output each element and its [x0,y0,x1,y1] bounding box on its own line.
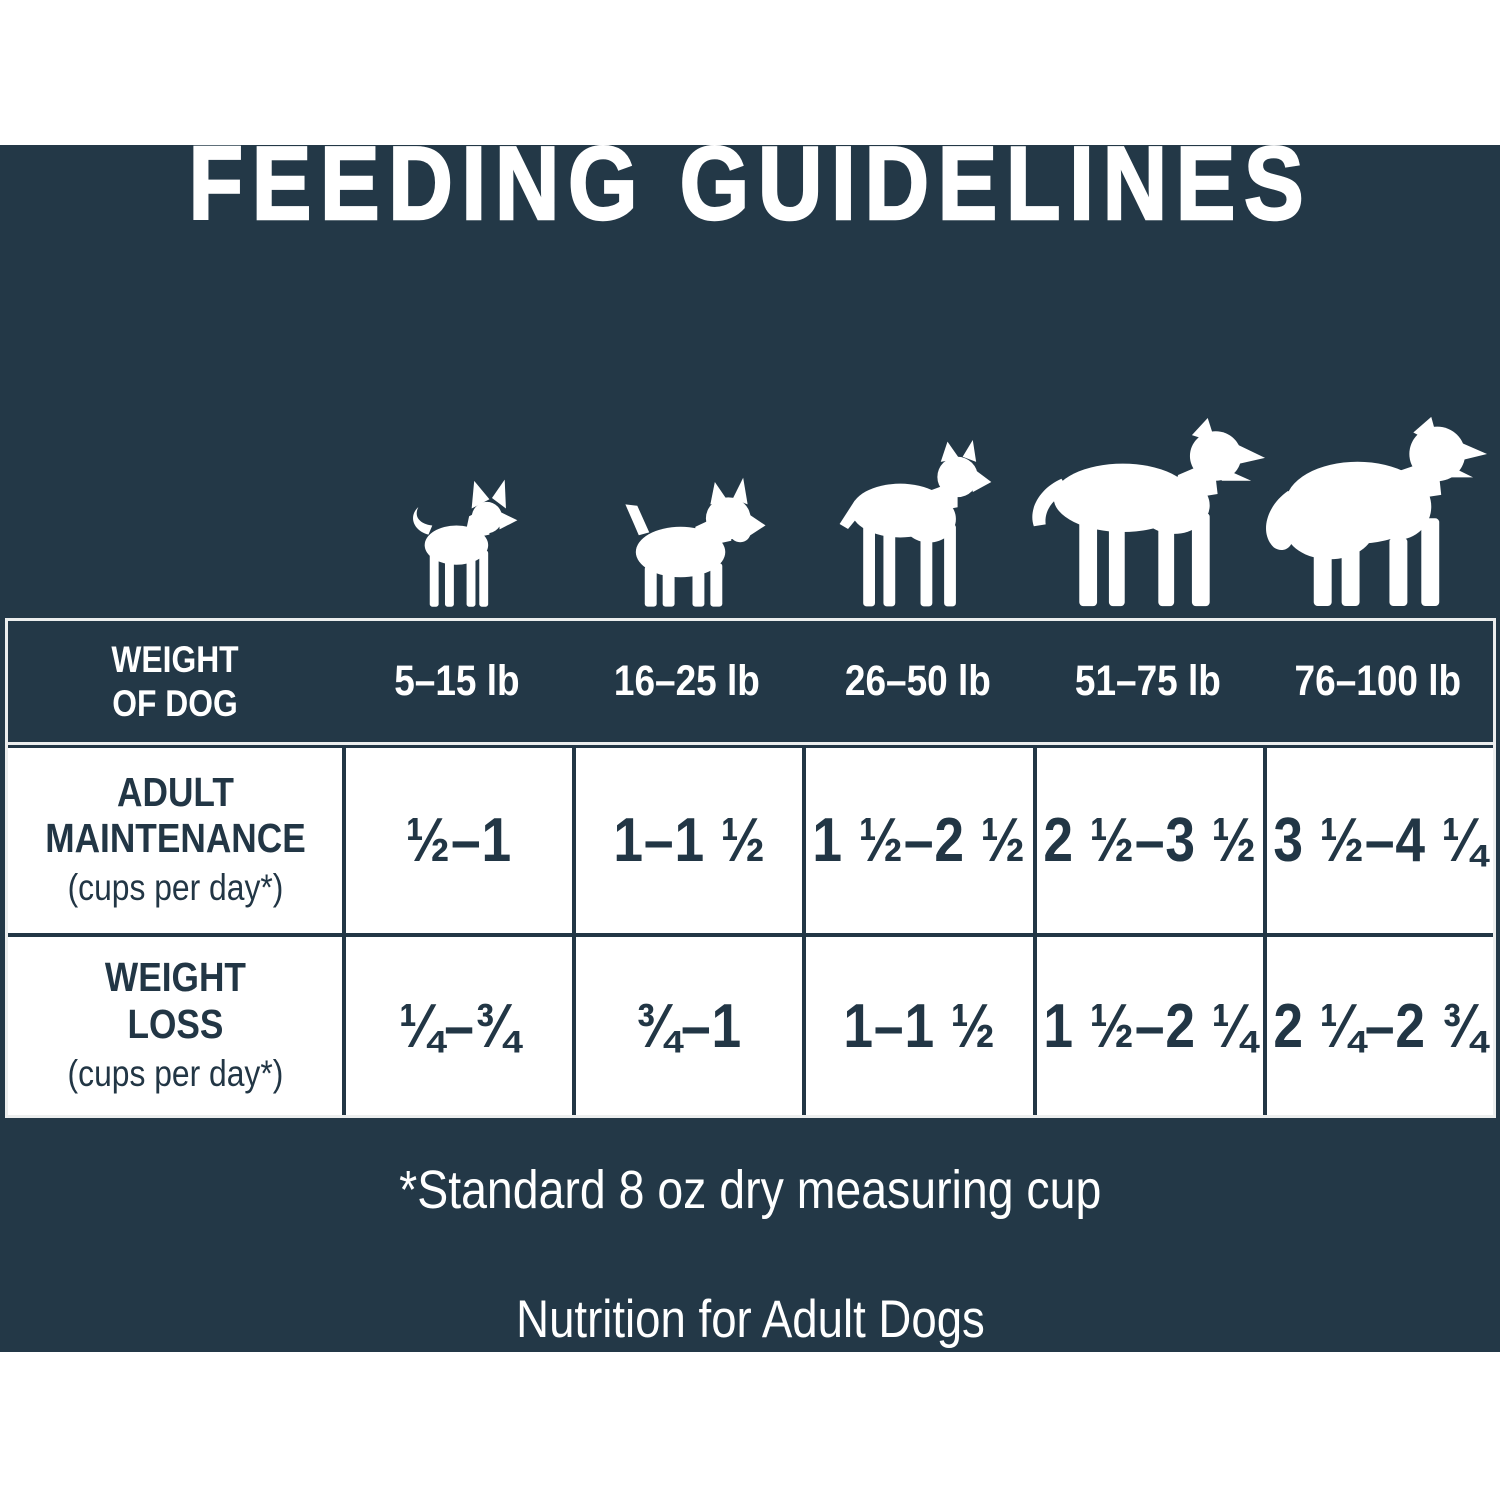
chihuahua-icon [398,477,525,608]
page-title: FEEDING GUIDELINES [0,125,1500,244]
footnote-text: *Standard 8 oz dry measuring cup [398,1160,1102,1220]
column-header-5-15lb: 5–15 lb [342,621,572,742]
table-cell: 1 ½–2 ½ [802,748,1032,933]
cell-value: 3 ½–4 ¼ [1273,806,1487,875]
bottom-caption: Nutrition for Adult Dogs [0,1289,1500,1349]
table-cell: 1–1 ½ [572,748,802,933]
header-weight-line2: OF DOG [112,682,238,724]
column-header-76-100lb: 76–100 lb [1263,621,1493,742]
rottweiler-icon [1020,418,1267,608]
row-label-line: MAINTENANCE [44,815,306,862]
adult-maintenance-row: ADULT MAINTENANCE (cups per day*) ½–1 1–… [8,745,1493,933]
weight-loss-row: WEIGHT LOSS (cups per day*) ¼–¾ ¾–1 1–1 … [8,933,1493,1115]
caption-text: Nutrition for Adult Dogs [515,1289,985,1349]
cell-value: ½–1 [405,806,513,875]
cell-value: 1–1 ½ [843,991,996,1061]
adult-maintenance-row-label: ADULT MAINTENANCE (cups per day*) [8,748,342,933]
cell-value: 2 ¼–2 ¾ [1273,991,1487,1061]
column-header-label: 5–15 lb [394,657,520,705]
table-cell: ½–1 [342,748,572,933]
row-label-line: ADULT [116,768,234,815]
cell-value: ¾–1 [636,991,743,1061]
row-label-line: LOSS [126,1000,223,1047]
table-cell: 2 ½–3 ½ [1032,748,1263,933]
column-header-51-75lb: 51–75 lb [1033,621,1263,742]
mountain-dog-icon [1254,413,1493,608]
measuring-cup-footnote: *Standard 8 oz dry measuring cup [0,1145,1500,1235]
table-cell: 1 ½–2 ¼ [1032,937,1263,1115]
pitbull-icon [816,440,993,608]
table-header-row: WEIGHT OF DOG 5–15 lb 16–25 lb 26–50 lb … [8,621,1493,745]
navy-background-panel: FEEDING GUIDELINES [0,125,1500,1352]
cell-value: 1 ½–2 ¼ [1042,991,1257,1061]
feeding-table: WEIGHT OF DOG 5–15 lb 16–25 lb 26–50 lb … [5,618,1496,1118]
table-cell: 2 ¼–2 ¾ [1262,937,1493,1115]
table-cell: ¼–¾ [342,937,572,1115]
column-header-label: 76–100 lb [1294,657,1462,705]
row-label-sub: (cups per day*) [67,1052,283,1094]
row-label-sub: (cups per day*) [67,867,283,909]
cell-value: 1 ½–2 ½ [812,806,1027,875]
page-title-text: FEEDING GUIDELINES [187,125,1312,244]
column-header-label: 26–50 lb [844,657,991,705]
table-cell: ¾–1 [572,937,802,1115]
column-header-16-25lb: 16–25 lb [572,621,802,742]
header-weight-of-dog: WEIGHT OF DOG [8,621,342,742]
row-label-line: WEIGHT [104,954,246,1001]
column-header-26-50lb: 26–50 lb [802,621,1032,742]
cell-value: 1–1 ½ [613,806,766,875]
table-cell: 3 ½–4 ¼ [1262,748,1493,933]
terrier-icon [606,468,770,608]
column-header-label: 16–25 lb [614,657,761,705]
cell-value: 2 ½–3 ½ [1042,806,1257,875]
header-weight-line1: WEIGHT [111,638,239,680]
table-cell: 1–1 ½ [802,937,1032,1115]
cell-value: ¼–¾ [398,991,520,1061]
column-header-label: 51–75 lb [1074,657,1221,705]
weight-loss-row-label: WEIGHT LOSS (cups per day*) [8,937,342,1115]
